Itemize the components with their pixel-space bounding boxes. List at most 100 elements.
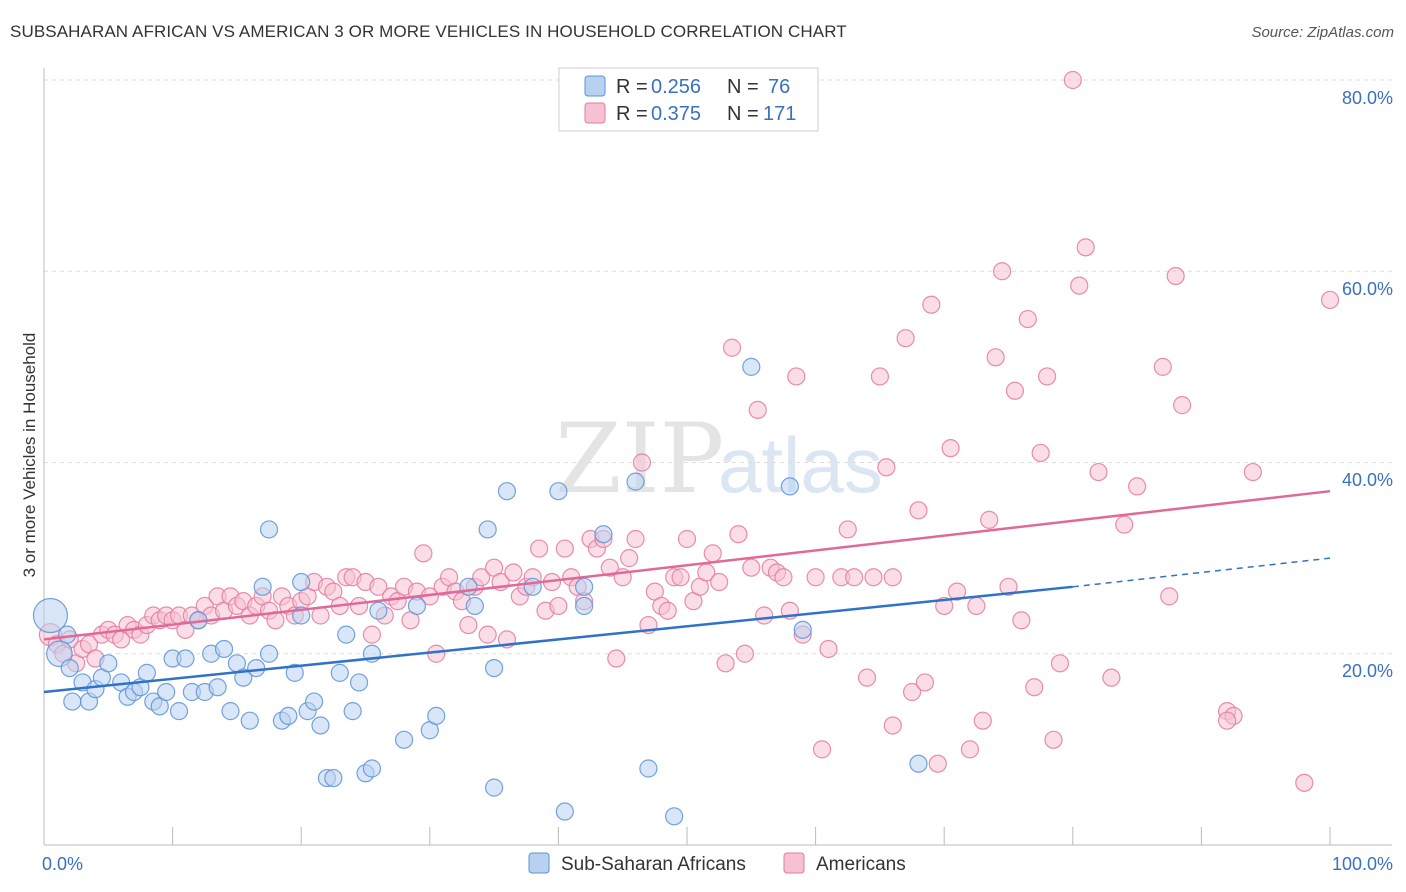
point-american-132 bbox=[915, 673, 935, 692]
x-tick-label-max: 100.0% bbox=[1332, 854, 1393, 874]
bottom-legend-label-blue: Sub-Saharan Africans bbox=[561, 854, 746, 875]
point-subsaharan-61 bbox=[497, 482, 517, 501]
point-american-105 bbox=[716, 654, 735, 673]
point-american-96 bbox=[658, 601, 677, 620]
point-subsaharan-74 bbox=[292, 572, 311, 592]
point-american-152 bbox=[1050, 654, 1070, 673]
point-american-148 bbox=[1025, 678, 1044, 697]
point-american-126 bbox=[870, 367, 890, 386]
bottom-legend-swatch-blue bbox=[528, 852, 550, 874]
point-american-119 bbox=[812, 740, 832, 759]
point-subsaharan-68 bbox=[639, 759, 658, 778]
point-american-158 bbox=[1115, 515, 1134, 534]
point-american-108 bbox=[735, 644, 754, 663]
point-subsaharan-20 bbox=[176, 649, 195, 668]
point-subsaharan-4 bbox=[63, 692, 82, 711]
point-american-144 bbox=[999, 577, 1018, 596]
y-axis-label: 3 or more Vehicles in Household bbox=[20, 333, 39, 578]
point-subsaharan-63 bbox=[555, 802, 574, 821]
point-subsaharan-34 bbox=[259, 520, 279, 539]
point-subsaharan-0 bbox=[32, 597, 69, 634]
point-american-110 bbox=[748, 400, 767, 420]
bottom-legend-swatch-pink bbox=[783, 852, 805, 874]
point-american-106 bbox=[722, 338, 742, 357]
point-subsaharan-56 bbox=[459, 577, 478, 596]
point-american-138 bbox=[960, 740, 980, 759]
chart-source: Source: ZipAtlas.com bbox=[1251, 24, 1394, 41]
point-american-103 bbox=[703, 544, 722, 563]
point-american-147 bbox=[1018, 309, 1037, 329]
point-american-153 bbox=[1063, 70, 1082, 90]
point-american-68 bbox=[478, 625, 497, 644]
point-american-169 bbox=[1218, 711, 1237, 730]
point-american-91 bbox=[626, 529, 645, 549]
point-american-123 bbox=[845, 568, 864, 587]
point-subsaharan-27 bbox=[221, 702, 240, 721]
point-american-58 bbox=[414, 544, 433, 563]
point-american-87 bbox=[600, 558, 619, 577]
point-american-134 bbox=[928, 754, 947, 773]
point-subsaharan-53 bbox=[407, 596, 427, 616]
legend-r-label-blue: R = bbox=[616, 76, 648, 98]
point-american-88 bbox=[607, 649, 626, 668]
point-american-156 bbox=[1089, 462, 1108, 482]
legend-n-value-blue: 76 bbox=[768, 76, 790, 98]
point-american-159 bbox=[1127, 477, 1147, 496]
point-subsaharan-40 bbox=[304, 692, 324, 711]
point-subsaharan-25 bbox=[208, 678, 227, 697]
point-american-76 bbox=[530, 539, 549, 558]
legend-n-label-pink: N = bbox=[727, 103, 759, 125]
chart-title: SUBSAHARAN AFRICAN VS AMERICAN 3 OR MORE… bbox=[10, 22, 847, 41]
bottom-legend-label-pink: Americans bbox=[816, 854, 906, 875]
y-tick-label-40: 40.0% bbox=[1342, 470, 1393, 490]
point-american-135 bbox=[935, 596, 954, 616]
point-subsaharan-46 bbox=[343, 702, 362, 721]
point-subsaharan-17 bbox=[157, 682, 176, 702]
point-american-116 bbox=[787, 367, 806, 386]
point-american-166 bbox=[1243, 462, 1262, 482]
point-american-114 bbox=[774, 568, 793, 587]
trend-line-subsaharan bbox=[43, 585, 1073, 694]
point-american-154 bbox=[1070, 276, 1089, 295]
point-subsaharan-31 bbox=[247, 658, 266, 678]
point-subsaharan-58 bbox=[478, 520, 497, 539]
point-subsaharan-29 bbox=[234, 668, 253, 687]
point-american-131 bbox=[909, 501, 928, 520]
point-subsaharan-72 bbox=[793, 620, 812, 639]
point-subsaharan-71 bbox=[780, 477, 799, 496]
point-american-142 bbox=[986, 348, 1005, 367]
legend-n-label-blue: N = bbox=[727, 76, 759, 98]
legend-r-value-pink: 0.375 bbox=[651, 103, 701, 125]
point-subsaharan-41 bbox=[311, 716, 330, 735]
point-subsaharan-45 bbox=[337, 625, 356, 644]
point-subsaharan-51 bbox=[369, 601, 388, 620]
point-american-140 bbox=[973, 711, 992, 730]
trend-layer bbox=[43, 489, 1331, 694]
point-subsaharan-62 bbox=[549, 482, 568, 501]
point-american-128 bbox=[883, 716, 902, 735]
point-american-151 bbox=[1044, 730, 1063, 749]
point-subsaharan-65 bbox=[575, 577, 594, 596]
point-american-80 bbox=[555, 539, 574, 558]
point-american-104 bbox=[710, 572, 729, 592]
legend-n-value-pink: 171 bbox=[763, 103, 796, 125]
point-american-129 bbox=[896, 329, 915, 348]
point-american-161 bbox=[1166, 266, 1185, 286]
point-american-133 bbox=[922, 295, 941, 314]
point-subsaharan-3 bbox=[60, 658, 79, 678]
point-american-167 bbox=[1295, 773, 1314, 792]
point-american-163 bbox=[1160, 587, 1179, 606]
point-american-150 bbox=[1037, 367, 1057, 386]
point-american-139 bbox=[967, 596, 986, 616]
y-tick-label-20: 20.0% bbox=[1342, 661, 1393, 681]
point-american-107 bbox=[729, 525, 748, 544]
point-subsaharan-44 bbox=[330, 663, 349, 682]
point-american-67 bbox=[472, 568, 491, 587]
point-american-98 bbox=[671, 568, 690, 587]
point-american-136 bbox=[941, 439, 960, 458]
point-american-72 bbox=[504, 563, 523, 582]
legend-r-value-blue: 0.256 bbox=[651, 76, 701, 98]
point-subsaharan-59 bbox=[485, 658, 504, 678]
point-american-137 bbox=[947, 582, 967, 601]
